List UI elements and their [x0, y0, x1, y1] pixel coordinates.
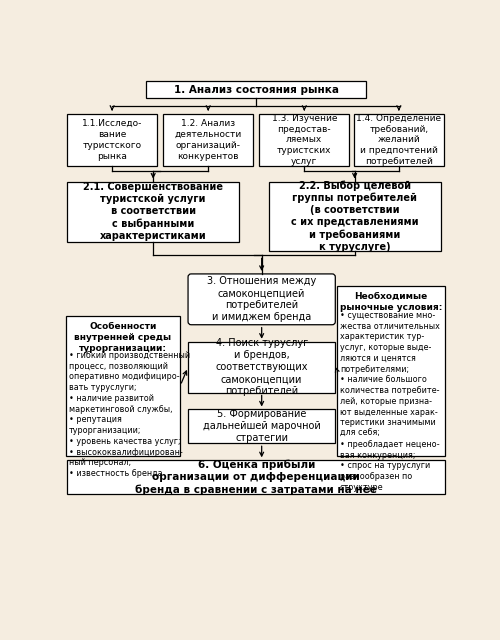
FancyBboxPatch shape: [354, 114, 444, 166]
FancyBboxPatch shape: [260, 114, 349, 166]
Text: 6. Оценка прибыли
организации от дифференциации
бренда в сравнении с затратами н: 6. Оценка прибыли организации от диффере…: [136, 460, 377, 495]
FancyBboxPatch shape: [66, 316, 180, 456]
Text: • гибкий производственный
процесс, позволяющий
оперативно модифициро-
вать турус: • гибкий производственный процесс, позво…: [68, 351, 190, 478]
Text: 1. Анализ состояния рынка: 1. Анализ состояния рынка: [174, 85, 339, 95]
Text: 1.4. Определение
требований,
желаний
и предпочтений
потребителей: 1.4. Определение требований, желаний и п…: [356, 114, 442, 166]
Text: Особенности
внутренней среды
турорганизации:: Особенности внутренней среды турорганиза…: [74, 322, 172, 353]
Text: 1.1.Исследо-
вание
туристского
рынка: 1.1.Исследо- вание туристского рынка: [82, 119, 142, 161]
FancyBboxPatch shape: [67, 460, 446, 494]
FancyBboxPatch shape: [67, 182, 239, 241]
FancyBboxPatch shape: [268, 182, 440, 251]
Text: • существование мно-
жества отличительных
характеристик тур-
услуг, которые выде: • существование мно- жества отличительны…: [340, 311, 440, 492]
Text: 3. Отношения между
самоконцепцией
потребителей
и имиджем бренда: 3. Отношения между самоконцепцией потреб…: [207, 276, 316, 323]
FancyBboxPatch shape: [337, 286, 446, 456]
Text: 1.3. Изучение
предостав-
ляемых
туристских
услуг: 1.3. Изучение предостав- ляемых туристск…: [272, 114, 337, 166]
FancyBboxPatch shape: [188, 410, 336, 444]
FancyBboxPatch shape: [67, 114, 157, 166]
Text: 5. Формирование
дальнейшей марочной
стратегии: 5. Формирование дальнейшей марочной стра…: [203, 410, 320, 444]
Text: 2.2. Выбор целевой
группы потребителей
(в соответствии
с их представлениями
и тр: 2.2. Выбор целевой группы потребителей (…: [291, 180, 418, 252]
FancyBboxPatch shape: [163, 114, 253, 166]
FancyBboxPatch shape: [188, 342, 336, 392]
Text: 4. Поиск туруслуг
и брендов,
соответствующих
самоконцепции
потребителей: 4. Поиск туруслуг и брендов, соответству…: [216, 338, 308, 396]
FancyBboxPatch shape: [146, 81, 366, 99]
Text: 1.2. Анализ
деятельности
организаций-
конкурентов: 1.2. Анализ деятельности организаций- ко…: [174, 119, 242, 161]
Text: 2.1. Совершенствование
туристской услуги
в соответствии
с выбранными
характерист: 2.1. Совершенствование туристской услуги…: [83, 182, 223, 241]
FancyBboxPatch shape: [188, 274, 336, 324]
Text: Необходимые
рыночные условия:: Необходимые рыночные условия:: [340, 292, 442, 312]
